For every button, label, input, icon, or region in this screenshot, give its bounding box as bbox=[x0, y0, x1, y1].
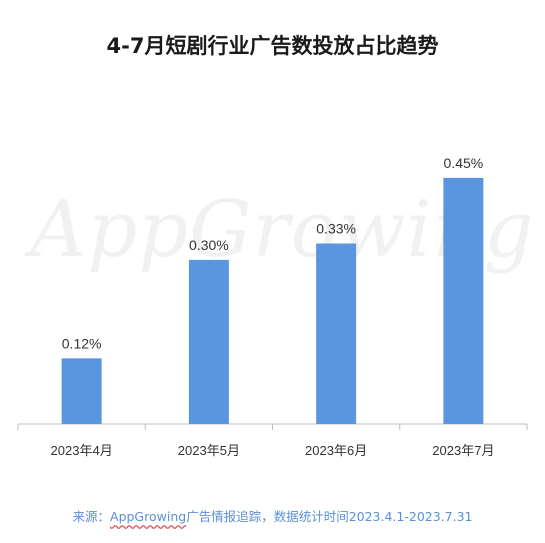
bar bbox=[61, 358, 102, 424]
data-label: 0.45% bbox=[444, 155, 484, 171]
data-label: 0.30% bbox=[189, 237, 229, 253]
bar bbox=[316, 243, 357, 424]
x-tick-label: 2023年6月 bbox=[305, 443, 367, 458]
x-tick-label: 2023年4月 bbox=[51, 443, 113, 458]
chart-title: 4-7月短剧行业广告数投放占比趋势 bbox=[106, 34, 439, 58]
x-tick-label: 2023年5月 bbox=[178, 443, 240, 458]
data-label: 0.12% bbox=[62, 335, 102, 351]
source-prefix: 来源： bbox=[72, 509, 111, 524]
source-note: 来源：AppGrowing广告情报追踪，数据统计时间2023.4.1-2023.… bbox=[0, 506, 545, 525]
source-suffix: 广告情报追踪，数据统计时间2023.4.1-2023.7.31 bbox=[186, 509, 473, 524]
data-label: 0.33% bbox=[316, 220, 356, 236]
bar bbox=[188, 259, 229, 424]
bar bbox=[443, 177, 484, 424]
x-tick-label: 2023年7月 bbox=[432, 443, 494, 458]
source-brand: AppGrowing bbox=[110, 509, 187, 524]
